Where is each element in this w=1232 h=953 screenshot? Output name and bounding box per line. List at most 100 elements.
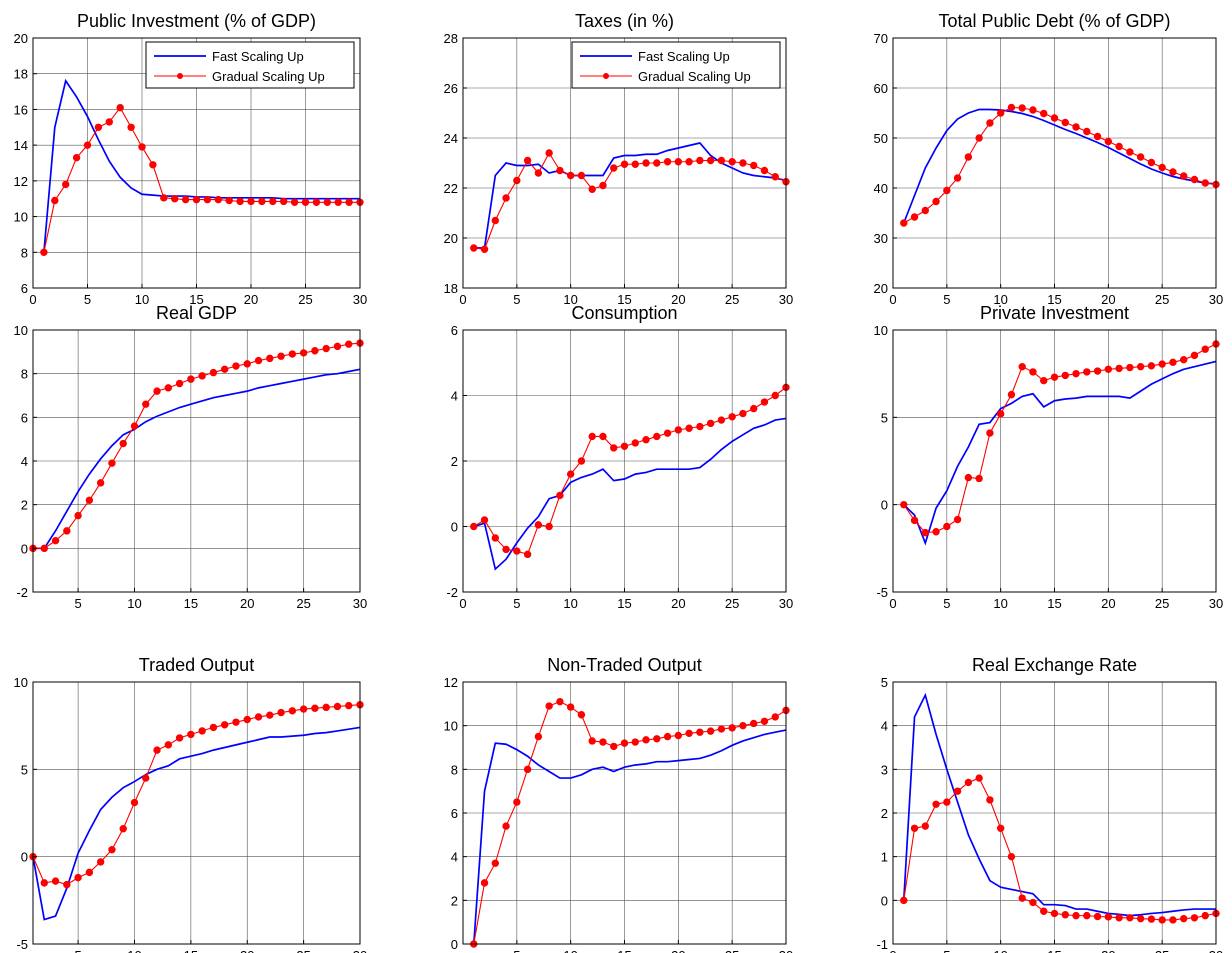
y-tick-label: 5: [881, 675, 888, 690]
y-tick-label: 0: [21, 850, 28, 865]
data-point: [175, 379, 184, 388]
data-point: [706, 156, 715, 165]
data-point: [577, 457, 586, 465]
data-point: [653, 432, 661, 441]
data-point: [480, 879, 489, 887]
data-point: [164, 741, 173, 749]
data-point: [1126, 148, 1134, 156]
y-tick-label: -1: [876, 937, 888, 952]
x-tick-label: 10: [993, 292, 1007, 307]
data-point: [243, 360, 251, 368]
data-point: [1115, 364, 1123, 373]
data-point: [301, 198, 310, 206]
data-point: [964, 778, 973, 787]
y-tick-label: 6: [451, 323, 458, 338]
data-point: [696, 156, 704, 165]
data-point: [187, 375, 195, 383]
chart-panel-7: 5 10 15 20 25 30 -5 0 5 10 Traded Output: [14, 655, 368, 953]
y-tick-label: 18: [14, 67, 28, 82]
data-point: [236, 197, 244, 206]
chart-panel-2: 0 5 10 15 20 25 30 18 20 22 24 26 28 Taxes (in %) Fast…: [444, 11, 794, 307]
data-point: [1104, 137, 1113, 146]
data-point: [1169, 168, 1177, 176]
series-line: [473, 142, 787, 249]
data-point: [258, 197, 266, 206]
x-tick-label: 15: [1047, 292, 1061, 307]
data-point: [577, 711, 586, 719]
data-point: [523, 765, 532, 774]
x-tick-label: 5: [943, 596, 950, 611]
x-tick-label: 25: [296, 948, 310, 953]
y-tick-label: 14: [14, 138, 28, 153]
chart-title: Private Investment: [980, 303, 1129, 323]
x-tick-label: 30: [779, 948, 793, 953]
data-point: [108, 845, 116, 854]
data-point: [921, 528, 929, 537]
data-point: [523, 550, 532, 559]
series-line: [43, 78, 360, 253]
x-tick-label: 5: [74, 948, 81, 953]
data-point: [299, 349, 308, 357]
data-point: [921, 206, 929, 215]
data-point: [728, 413, 736, 421]
data-point: [717, 416, 726, 424]
data-point: [588, 432, 596, 441]
data-point: [566, 470, 575, 478]
legend-marker: [603, 73, 609, 79]
y-tick-label: 1: [881, 850, 888, 865]
data-point: [130, 422, 139, 430]
data-point: [631, 160, 639, 168]
data-point: [620, 160, 629, 168]
data-point: [280, 197, 288, 206]
series-line: [472, 729, 787, 945]
chart-title: Real GDP: [156, 303, 237, 323]
data-point: [728, 724, 736, 732]
data-point: [288, 707, 297, 715]
data-point: [277, 352, 285, 360]
series-gradual: [29, 701, 364, 889]
x-tick-label: 10: [563, 948, 577, 953]
data-point: [771, 713, 779, 721]
data-point: [266, 354, 274, 363]
data-point: [1136, 914, 1145, 923]
x-tick-label: 10: [127, 596, 141, 611]
data-point: [975, 474, 983, 483]
x-tick-label: 15: [617, 948, 631, 953]
data-point: [96, 858, 105, 866]
legend-marker: [177, 73, 183, 79]
data-point: [706, 727, 715, 735]
data-point: [1007, 390, 1016, 399]
data-point: [1050, 114, 1059, 122]
data-point: [83, 141, 92, 149]
chart-title: Public Investment (% of GDP): [77, 11, 316, 31]
x-tick-label: 5: [513, 948, 520, 953]
data-point: [534, 169, 543, 177]
data-point: [953, 515, 962, 524]
data-point: [1190, 914, 1199, 922]
y-tick-label: 10: [14, 323, 28, 338]
data-point: [588, 737, 596, 745]
data-point: [717, 725, 726, 733]
series-fast: [902, 108, 1217, 224]
data-point: [953, 787, 962, 795]
data-point: [63, 527, 71, 535]
x-tick-label: 20: [671, 292, 685, 307]
y-tick-label: 2: [451, 454, 458, 469]
data-point: [900, 500, 908, 509]
data-point: [290, 198, 299, 206]
data-point: [674, 731, 683, 740]
chart-title: Traded Output: [139, 655, 254, 675]
data-point: [269, 197, 277, 206]
data-point: [739, 159, 747, 167]
x-tick-label: 20: [1101, 292, 1115, 307]
data-point: [1083, 127, 1091, 136]
chart-panel-1: 0 5 10 15 20 25 30 6 8 10 12 14 16 18 20 Public Investm…: [14, 11, 368, 307]
data-point: [932, 528, 940, 536]
data-point: [566, 171, 575, 180]
y-tick-label: 8: [451, 762, 458, 777]
data-point: [1018, 362, 1026, 371]
chart-panel-8: 5 10 15 20 25 30 0 2 4 6 8 10 12 Non-Traded Output: [444, 655, 794, 953]
data-point: [51, 877, 60, 885]
series-fast: [32, 726, 361, 921]
